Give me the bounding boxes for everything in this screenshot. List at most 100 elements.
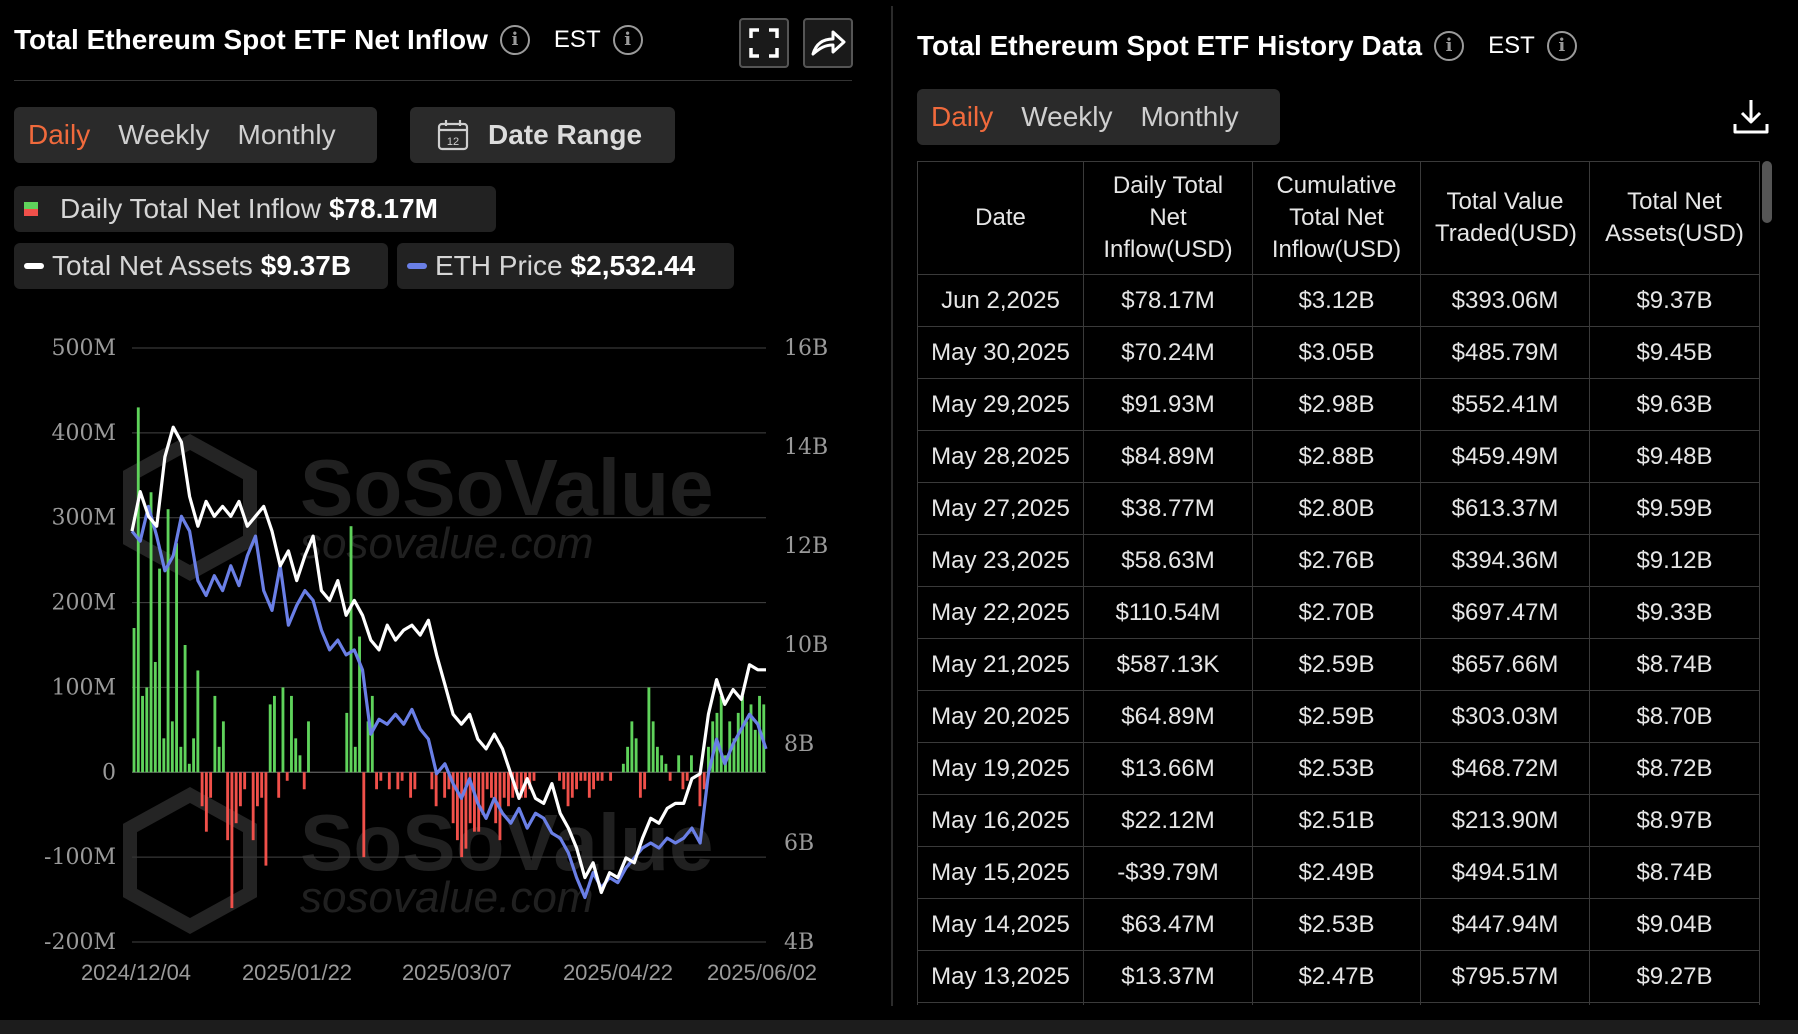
y-right-tick-label: 10B	[784, 633, 828, 658]
y-left-tick-label: 100M	[51, 675, 116, 700]
inflow-bar	[345, 712, 349, 773]
tab-weekly[interactable]: Weekly	[118, 119, 210, 150]
inflow-bar	[698, 772, 702, 807]
inflow-bar	[677, 755, 681, 773]
timezone-info-icon[interactable]: i	[612, 25, 643, 55]
inflow-bar	[690, 755, 693, 773]
inflow-bar	[609, 772, 613, 781]
table-row[interactable]: Jun 2,2025 $78.17M $3.12B $393.06M $9.37B	[917, 274, 1760, 327]
table-row[interactable]: May 23,2025 $58.63M $2.76B $394.36M $9.12B	[917, 534, 1760, 587]
table-scrollbar[interactable]	[1762, 161, 1772, 223]
history-tab-daily[interactable]: Daily	[931, 101, 994, 132]
daily-inflow-cell: $64.89M	[1083, 690, 1253, 743]
download-icon[interactable]	[1731, 96, 1771, 136]
cumulative-inflow-cell: $3.05B	[1252, 326, 1421, 379]
y-right-tick-label: 4B	[784, 930, 814, 955]
table-row[interactable]: May 16,2025 $22.12M $2.51B $213.90M $8.97B	[917, 794, 1760, 847]
column-header: Daily Total Net Inflow(USD)	[1083, 161, 1253, 275]
value-traded-cell: $393.06M	[1420, 274, 1590, 327]
y-left-tick-label: 300M	[51, 506, 116, 531]
date-cell: May 29,2025	[917, 378, 1084, 431]
daily-inflow-cell: $58.63M	[1083, 534, 1253, 587]
legend-price-value: $2,532.44	[570, 250, 696, 281]
tab-daily[interactable]: Daily	[28, 119, 91, 150]
inflow-bar	[485, 772, 489, 790]
table-row[interactable]: May 28,2025 $84.89M $2.88B $459.49M $9.48B	[917, 430, 1760, 483]
cumulative-inflow-cell: $2.76B	[1252, 534, 1421, 587]
history-timezone-info-icon[interactable]: i	[1546, 31, 1577, 61]
inflow-bar	[749, 704, 753, 773]
inflow-bar	[400, 772, 404, 781]
net-assets-cell: $8.74B	[1589, 638, 1760, 691]
value-traded-cell: $447.94M	[1420, 898, 1590, 951]
inflow-bar	[630, 721, 634, 773]
inflow-bar	[200, 772, 204, 807]
inflow-bar	[643, 772, 647, 790]
inflow-bar	[285, 772, 289, 781]
value-traded-cell: $552.41M	[1420, 378, 1590, 431]
date-cell: May 20,2025	[917, 690, 1084, 743]
table-row[interactable]: May 21,2025 $587.13K $2.59B $657.66M $8.74B	[917, 638, 1760, 691]
inflow-bar	[736, 712, 740, 773]
inflow-bar	[353, 746, 357, 773]
value-traded-cell: $613.37M	[1420, 482, 1590, 535]
cumulative-inflow-cell: $2.53B	[1252, 742, 1421, 795]
tab-monthly[interactable]: Monthly	[237, 119, 336, 150]
table-row[interactable]: May 12,2025-$17.59M$2.45B$678.24M$8.46B	[917, 1002, 1760, 1005]
history-tab-monthly[interactable]: Monthly	[1140, 101, 1239, 132]
daily-inflow-cell: $63.47M	[1083, 898, 1253, 951]
table-row[interactable]: May 20,2025 $64.89M $2.59B $303.03M $8.70B	[917, 690, 1760, 743]
inflow-bar	[600, 772, 604, 781]
inflow-bar	[136, 407, 140, 773]
inflow-bar	[583, 772, 587, 781]
table-row[interactable]: May 13,2025 $13.37M $2.47B $795.57M $9.27B	[917, 950, 1760, 1003]
date-range-button[interactable]: 12 Date Range	[410, 107, 675, 163]
date-cell: May 13,2025	[917, 950, 1084, 1003]
inflow-bar	[655, 746, 659, 773]
date-cell: May 22,2025	[917, 586, 1084, 639]
x-tick-label: 2025/04/22	[563, 960, 673, 985]
legend-price[interactable]: ETH Price $2,532.44	[397, 243, 734, 289]
date-cell: May 14,2025	[917, 898, 1084, 951]
net-assets-cell: $9.04B	[1589, 898, 1760, 951]
inflow-bar	[281, 687, 285, 773]
value-traded-cell: $494.51M	[1420, 846, 1590, 899]
info-icon[interactable]: i	[499, 25, 530, 55]
inflow-bar	[668, 772, 672, 781]
legend-assets[interactable]: Total Net Assets $9.37B	[14, 243, 388, 289]
inflow-bar	[447, 772, 451, 790]
net-assets-cell: $9.27B	[1589, 950, 1760, 1003]
table-row[interactable]: May 14,2025 $63.47M $2.53B $447.94M $9.04B	[917, 898, 1760, 951]
date-cell: May 30,2025	[917, 326, 1084, 379]
legend-inflow[interactable]: Daily Total Net Inflow $78.17M	[14, 186, 496, 232]
table-row[interactable]: May 22,2025 $110.54M $2.70B $697.47M $9.33B	[917, 586, 1760, 639]
inflow-bar	[230, 772, 234, 909]
inflow-bar	[579, 772, 583, 781]
inflow-bar	[464, 772, 468, 849]
y-left-tick-label: -100M	[44, 845, 116, 870]
inflow-bar	[515, 772, 519, 790]
share-button[interactable]	[803, 18, 853, 68]
timezone-label: EST	[553, 26, 601, 53]
table-row[interactable]: May 29,2025 $91.93M $2.98B $552.41M $9.63B	[917, 378, 1760, 431]
inflow-chart[interactable]: SoSoValue sosovalue.com SoSoValue sosova…	[0, 290, 880, 1020]
table-row[interactable]: May 30,2025 $70.24M $3.05B $485.79M $9.45B	[917, 326, 1760, 379]
watermark-url: sosovalue.com	[300, 519, 593, 568]
y-right-tick-label: 16B	[784, 336, 828, 361]
net-assets-cell: $9.33B	[1589, 586, 1760, 639]
table-row[interactable]: May 19,2025 $13.66M $2.53B $468.72M $8.72B	[917, 742, 1760, 795]
cumulative-inflow-cell: $2.53B	[1252, 898, 1421, 951]
table-row[interactable]: May 15,2025 -$39.79M $2.49B $494.51M $8.74B	[917, 846, 1760, 899]
table-row[interactable]: May 27,2025 $38.77M $2.80B $613.37M $9.59B	[917, 482, 1760, 535]
inflow-bar	[587, 772, 591, 798]
inflow-bar	[507, 772, 510, 807]
history-info-icon[interactable]: i	[1434, 31, 1465, 61]
inflow-bar	[685, 772, 689, 781]
daily-inflow-cell: $91.93M	[1083, 378, 1253, 431]
history-tab-weekly[interactable]: Weekly	[1021, 101, 1113, 132]
inflow-bar	[745, 721, 749, 773]
fullscreen-button[interactable]	[739, 18, 789, 68]
history-table-wrap[interactable]: Date Daily Total Net Inflow(USD) Cumulativ…	[0, 0, 1798, 1005]
cumulative-inflow-cell: $2.59B	[1252, 638, 1421, 691]
value-traded-cell: $459.49M	[1420, 430, 1590, 483]
